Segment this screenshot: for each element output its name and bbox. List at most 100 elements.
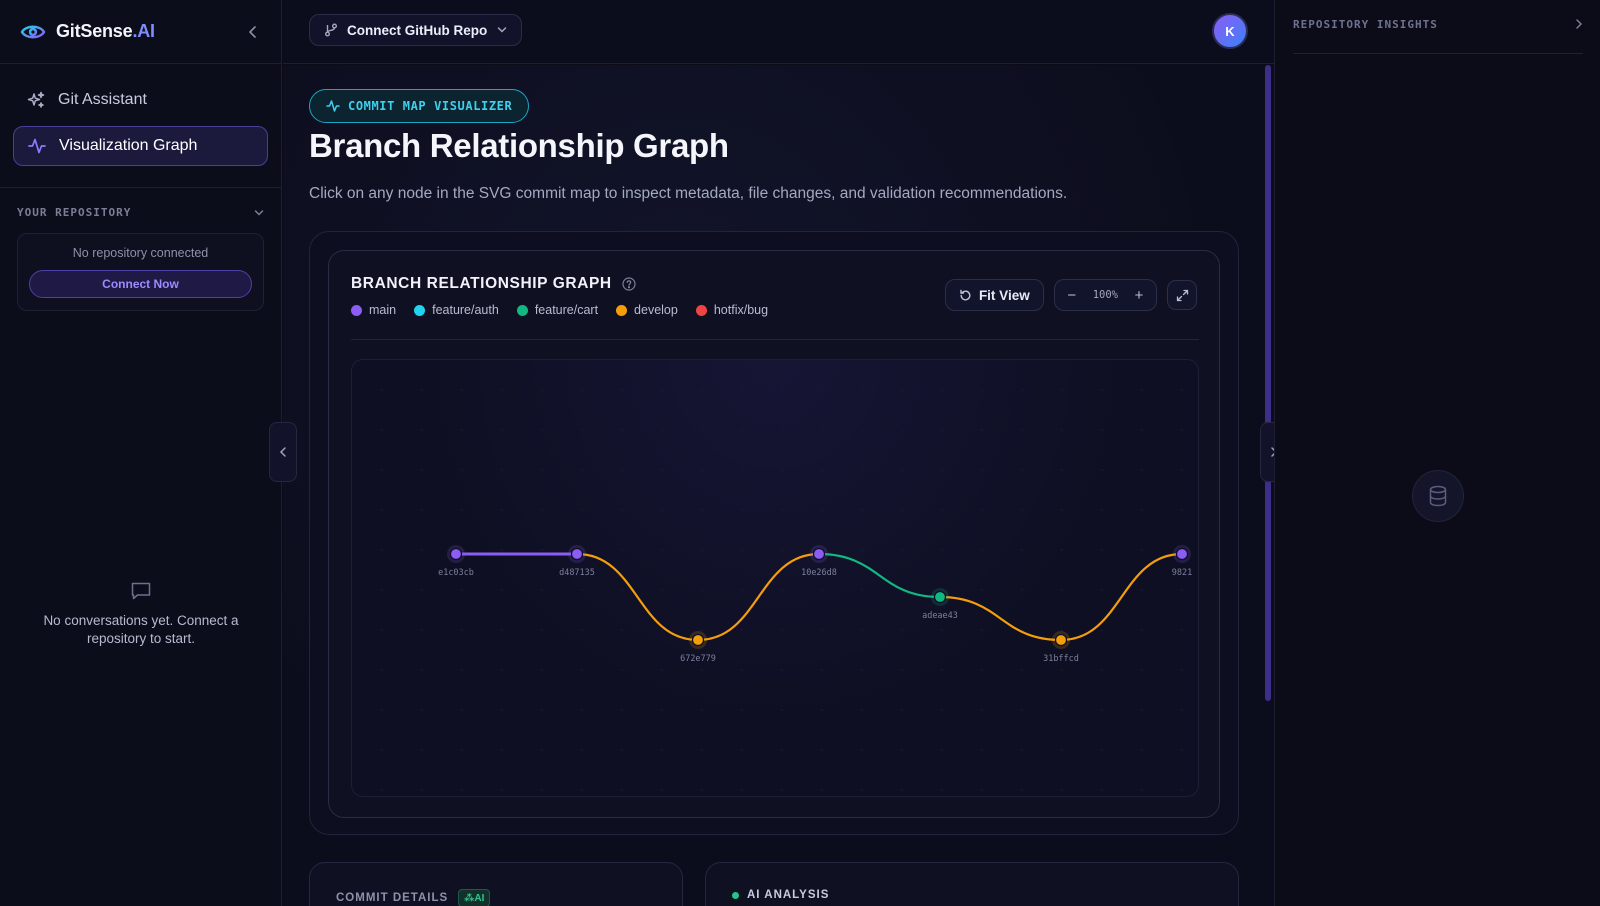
grid-dot [621, 789, 623, 791]
commit-hash-label: 672e779 [680, 654, 716, 664]
grid-dot [741, 389, 743, 391]
zoom-level: 100% [1092, 289, 1118, 301]
grid-dot [861, 629, 863, 631]
grid-dot [1021, 749, 1023, 751]
grid-dot [381, 509, 383, 511]
grid-dot [501, 549, 503, 551]
user-avatar[interactable]: K [1212, 13, 1248, 49]
grid-dot [421, 709, 423, 711]
grid-dot [1021, 389, 1023, 391]
grid-dot [981, 589, 983, 591]
grid-dot [941, 749, 943, 751]
grid-dot [1061, 789, 1063, 791]
grid-dot [501, 669, 503, 671]
main-scrollbar[interactable] [1265, 65, 1271, 701]
grid-dot [1061, 429, 1063, 431]
collapse-sidebar-icon[interactable] [245, 24, 261, 40]
nav-item-visualization-graph[interactable]: Visualization Graph [13, 126, 268, 166]
grid-dot [541, 509, 543, 511]
maximize-icon[interactable] [1167, 280, 1197, 310]
graph-outer-card: BRANCH RELATIONSHIP GRAPH main feature/a… [309, 231, 1239, 835]
grid-dot [461, 589, 463, 591]
connect-now-button[interactable]: Connect Now [29, 270, 252, 298]
commit-node[interactable] [691, 633, 705, 647]
grid-dot [741, 469, 743, 471]
commit-node[interactable] [1054, 633, 1068, 647]
legend-item: develop [616, 303, 678, 317]
top-bar: Connect GitHub Repo K [283, 0, 1274, 64]
grid-dot [1141, 709, 1143, 711]
nav-item-git-assistant[interactable]: Git Assistant [13, 80, 268, 120]
grid-dot [981, 429, 983, 431]
grid-dot [981, 709, 983, 711]
rotate-ccw-icon [959, 289, 972, 302]
grid-dot [901, 629, 903, 631]
grid-dot [461, 549, 463, 551]
grid-dot [501, 629, 503, 631]
grid-dot [1101, 589, 1103, 591]
grid-dot [421, 789, 423, 791]
grid-dot [1181, 589, 1183, 591]
grid-dot [501, 789, 503, 791]
grid-dot [1021, 469, 1023, 471]
grid-dot [541, 749, 543, 751]
grid-dot [861, 789, 863, 791]
help-circle-icon[interactable] [622, 277, 636, 291]
grid-dot [821, 589, 823, 591]
grid-dot [1061, 549, 1063, 551]
commit-node[interactable] [449, 547, 463, 561]
grid-dot [1101, 709, 1103, 711]
brand-header: GitSense.AI [0, 0, 281, 64]
commit-details-title: COMMIT DETAILS [336, 892, 449, 904]
grid-dot [741, 789, 743, 791]
commit-node[interactable] [570, 547, 584, 561]
ai-badge: ⁂ AI [458, 889, 491, 906]
grid-dot [701, 549, 703, 551]
grid-dot [1141, 669, 1143, 671]
commit-graph-svg: e1c03cb d487135 672e779 10e26d8 adeae43 31bff… [381, 389, 1192, 791]
graph-divider [351, 339, 1199, 340]
grid-dot [941, 549, 943, 551]
grid-dot [1101, 749, 1103, 751]
grid-dot [541, 469, 543, 471]
commit-node[interactable] [1175, 547, 1189, 561]
fit-view-button[interactable]: Fit View [944, 279, 1044, 311]
nav-label: Visualization Graph [59, 137, 198, 154]
grid-dot [741, 629, 743, 631]
repository-empty-text: No repository connected [72, 246, 209, 260]
connect-github-repo-button[interactable]: Connect GitHub Repo [309, 14, 523, 46]
grid-dot [421, 549, 423, 551]
grid-dot [541, 549, 543, 551]
grid-dot [381, 789, 383, 791]
graph-title-text: BRANCH RELATIONSHIP GRAPH [351, 275, 612, 292]
zoom-out-button[interactable]: − [1067, 286, 1077, 304]
commit-node[interactable] [933, 590, 947, 604]
grid-dot [861, 749, 863, 751]
collapse-left-panel-handle[interactable] [269, 422, 297, 482]
grid-dot [1141, 749, 1143, 751]
database-icon [1412, 470, 1464, 522]
grid-dot [981, 749, 983, 751]
grid-dot [661, 509, 663, 511]
zoom-in-button[interactable]: + [1134, 286, 1144, 304]
grid-dot [421, 669, 423, 671]
grid-dot [1181, 789, 1183, 791]
insights-header[interactable]: REPOSITORY INSIGHTS [1293, 18, 1583, 54]
conversations-empty-text: No conversations yet. Connect a reposito… [43, 613, 239, 646]
legend-dot [414, 304, 426, 316]
chevron-down-icon [254, 209, 264, 216]
legend-label: feature/cart [534, 303, 599, 317]
grid-dot [1181, 629, 1183, 631]
grid-dot [1141, 789, 1143, 791]
grid-dot [941, 789, 943, 791]
commit-node[interactable] [812, 547, 826, 561]
grid-dot [621, 549, 623, 551]
grid-dot [621, 389, 623, 391]
grid-dot [581, 589, 583, 591]
repository-section-header[interactable]: YOUR REPOSITORY [17, 206, 264, 219]
grid-dot [621, 669, 623, 671]
grid-dot [581, 509, 583, 511]
grid-dot [1061, 749, 1063, 751]
commit-edge [817, 552, 942, 599]
grid-dot [661, 789, 663, 791]
